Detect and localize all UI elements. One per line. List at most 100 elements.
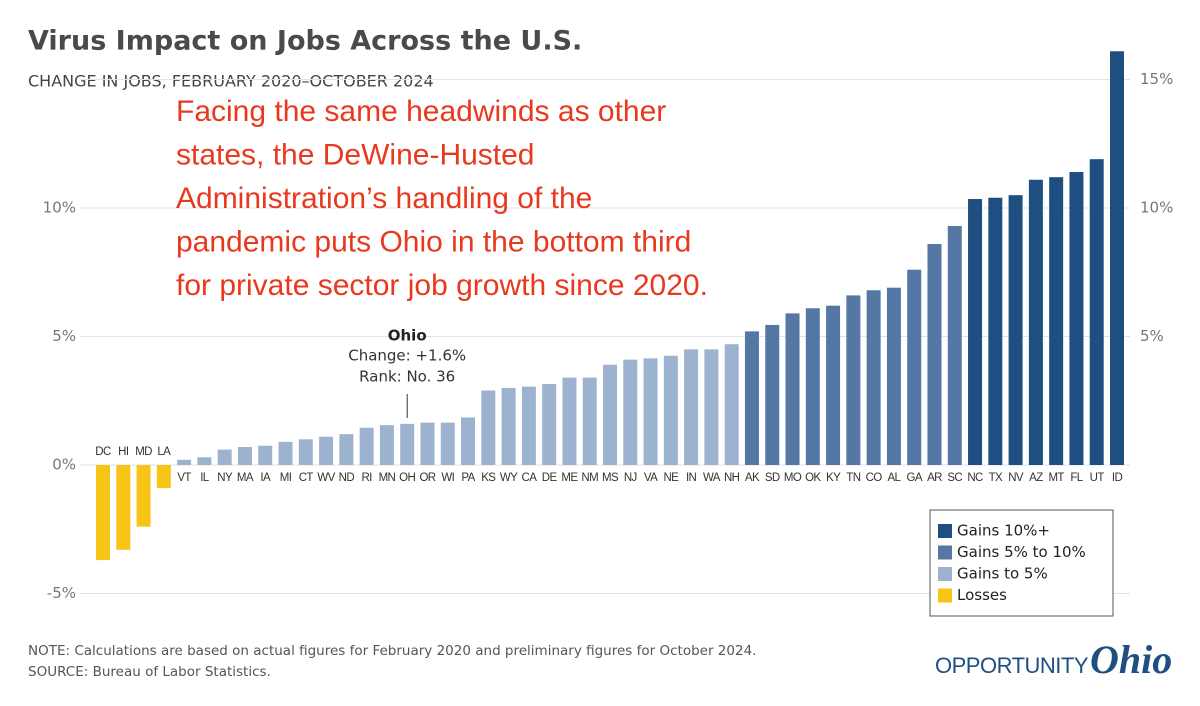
annotation-line: states, the DeWine-Husted	[176, 138, 535, 171]
bar	[339, 434, 354, 465]
y-tick-label: 0%	[52, 455, 76, 473]
bar	[136, 464, 151, 527]
bar	[1008, 195, 1023, 465]
x-tick-label: AZ	[1029, 472, 1043, 484]
bar	[116, 464, 131, 550]
x-tick-label: IN	[686, 472, 697, 484]
bar	[156, 464, 171, 489]
bar	[947, 226, 962, 465]
x-tick-label: OK	[805, 472, 821, 484]
x-tick-label: CA	[521, 472, 537, 484]
chart-subtitle: CHANGE IN JOBS, FEBRUARY 2020–OCTOBER 20…	[28, 72, 434, 91]
x-tick-label: MI	[280, 472, 292, 484]
x-tick-label: OH	[399, 472, 415, 484]
x-tick-label: MO	[784, 472, 802, 484]
x-tick-label: MA	[237, 472, 254, 484]
bar	[1069, 172, 1084, 465]
y2-tick-label: 10%	[1140, 199, 1173, 217]
bar	[1028, 179, 1043, 465]
x-tick-label: WY	[500, 472, 518, 484]
x-tick-label: NM	[581, 472, 598, 484]
bar	[319, 436, 334, 465]
bar	[744, 331, 759, 465]
bar	[237, 447, 252, 465]
legend-label: Gains 10%+	[957, 522, 1050, 540]
callout-title: Ohio	[388, 327, 427, 345]
bar	[481, 390, 496, 465]
x-tick-label: IL	[200, 472, 210, 484]
x-tick-label: NV	[1008, 472, 1024, 484]
bar	[1049, 177, 1064, 465]
bar	[1089, 159, 1104, 465]
x-tick-label: RI	[361, 472, 372, 484]
bar	[846, 295, 861, 465]
x-tick-label: NC	[967, 472, 983, 484]
bar	[988, 197, 1003, 465]
legend-label: Gains 5% to 10%	[957, 543, 1086, 561]
x-tick-label: ME	[561, 472, 578, 484]
x-tick-label: CO	[866, 472, 883, 484]
callout-line: Change: +1.6%	[348, 347, 466, 365]
bar	[765, 324, 780, 465]
bar	[724, 344, 739, 465]
y-tick-label: 10%	[43, 199, 76, 217]
x-tick-label: NE	[663, 472, 679, 484]
x-tick-label: UT	[1090, 472, 1105, 484]
annotation-line: pandemic puts Ohio in the bottom third	[176, 225, 691, 258]
bar	[501, 387, 516, 465]
logo-word: OPPORTUNITY	[935, 653, 1089, 678]
y2-tick-label: 5%	[1140, 327, 1164, 345]
legend-label: Gains to 5%	[957, 565, 1048, 583]
x-tick-label: GA	[906, 472, 922, 484]
bar	[440, 422, 455, 465]
x-tick-label: VA	[644, 472, 658, 484]
x-tick-label: TX	[989, 472, 1003, 484]
bar	[278, 441, 293, 465]
bar	[542, 384, 557, 465]
bar	[704, 349, 719, 465]
bar	[927, 243, 942, 465]
chart-title: Virus Impact on Jobs Across the U.S.	[28, 26, 582, 57]
x-tick-label: ID	[1112, 472, 1123, 484]
legend-swatch	[938, 588, 952, 603]
annotation-line: for private sector job growth since 2020…	[176, 269, 708, 302]
annotation-line: Administration’s handling of the	[176, 182, 592, 215]
legend-swatch	[938, 545, 952, 560]
bar	[217, 449, 232, 465]
legend-box	[929, 509, 1114, 617]
bar	[886, 287, 901, 465]
x-tick-label: HI	[118, 446, 129, 458]
x-tick-label: KS	[481, 472, 496, 484]
bar	[785, 313, 800, 465]
y-tick-label: -5%	[47, 584, 76, 602]
x-tick-label: LA	[157, 446, 171, 458]
bar	[805, 308, 820, 465]
x-tick-label: MT	[1048, 472, 1064, 484]
bar	[420, 422, 435, 465]
x-tick-label: KY	[826, 472, 841, 484]
bar	[663, 355, 678, 465]
bar	[866, 290, 881, 465]
note: NOTE: Calculations are based on actual f…	[28, 643, 756, 659]
bar	[258, 445, 273, 465]
bar	[643, 358, 658, 465]
callout-line: Rank: No. 36	[359, 368, 455, 386]
x-tick-label: NJ	[624, 472, 637, 484]
x-tick-label: MD	[135, 446, 152, 458]
bar	[461, 417, 476, 465]
bar	[359, 427, 374, 465]
bar	[582, 377, 597, 465]
x-tick-label: WI	[441, 472, 454, 484]
annotation-line: Facing the same headwinds as other	[176, 95, 666, 128]
x-tick-label: ND	[339, 472, 355, 484]
bar	[603, 364, 617, 465]
logo-script: Ohio	[1090, 637, 1172, 682]
bar	[177, 459, 192, 465]
x-tick-label: WA	[703, 472, 721, 484]
x-tick-label: DC	[95, 446, 111, 458]
bar	[562, 377, 577, 465]
x-tick-label: SC	[947, 472, 962, 484]
x-tick-label: OR	[419, 472, 435, 484]
bar	[521, 386, 536, 465]
